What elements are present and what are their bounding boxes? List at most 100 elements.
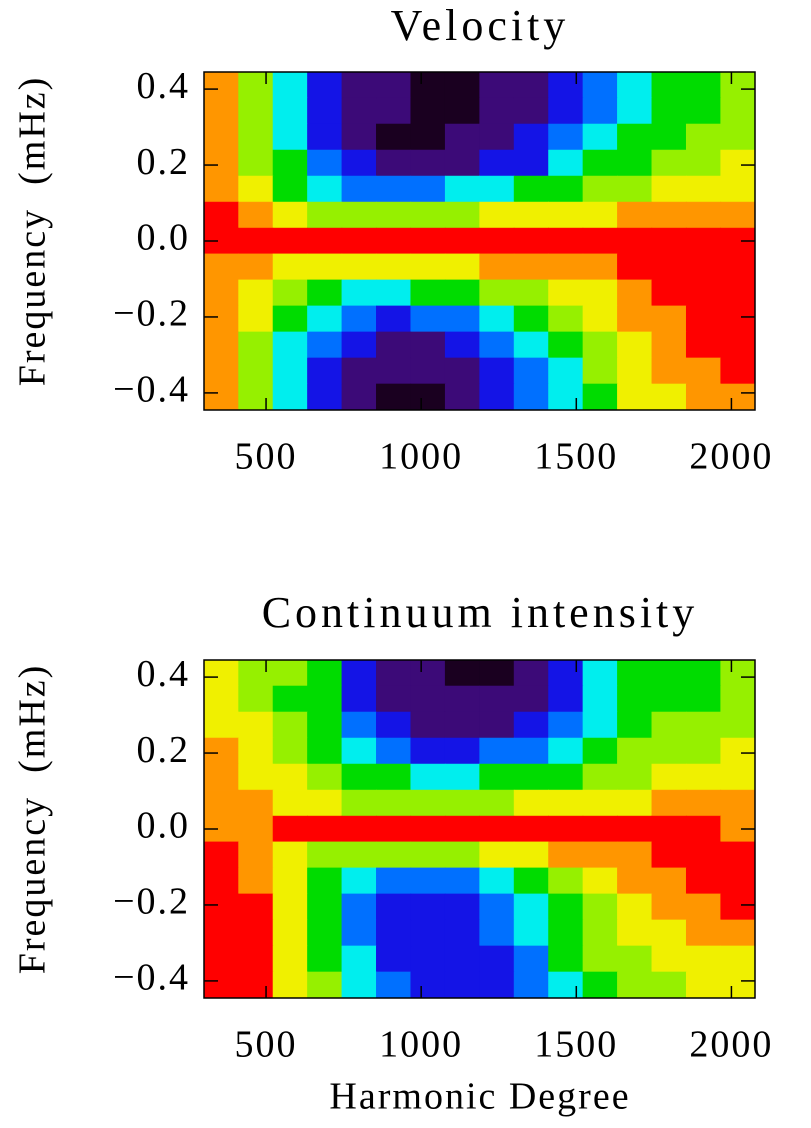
heatmap-cell (410, 331, 446, 359)
heatmap-cell (582, 841, 618, 869)
heatmap-cell (410, 971, 446, 999)
heatmap-cell (307, 253, 343, 281)
heatmap-cell (651, 201, 687, 229)
heatmap-cell (341, 227, 377, 255)
heatmap-cell (479, 867, 515, 895)
chart-title: Continuum intensity (262, 588, 699, 637)
heatmap-cell (272, 971, 308, 999)
heatmap-cell (444, 789, 480, 817)
heatmap-cell (582, 331, 618, 359)
heatmap-cell (272, 659, 308, 687)
heatmap-cell (272, 945, 308, 973)
heatmap-cell (720, 175, 756, 203)
heatmap-cell (617, 227, 653, 255)
heatmap-cell (582, 357, 618, 385)
heatmap-cell (582, 227, 618, 255)
heatmap-cell (376, 175, 412, 203)
heatmap-cell (272, 97, 308, 125)
heatmap-cell (238, 737, 274, 765)
heatmap-cell (651, 971, 687, 999)
heatmap-cell (272, 919, 308, 947)
heatmap-cell (376, 253, 412, 281)
heatmap-cell (376, 357, 412, 385)
heatmap-cell (617, 97, 653, 125)
heatmap-cell (376, 279, 412, 307)
heatmap-cell (617, 383, 653, 411)
heatmap-cell (582, 383, 618, 411)
heatmap-cell (513, 97, 549, 125)
heatmap-cell (651, 945, 687, 973)
heatmap-cell (376, 685, 412, 713)
heatmap-cell (238, 279, 274, 307)
heatmap-cell (238, 253, 274, 281)
heatmap-cell (651, 685, 687, 713)
heatmap-cell (410, 867, 446, 895)
heatmap-cell (479, 945, 515, 973)
heatmap-cell (651, 737, 687, 765)
heatmap-cell (203, 253, 239, 281)
heatmap-cell (720, 383, 756, 411)
heatmap-cell (513, 919, 549, 947)
heatmap-cell (307, 685, 343, 713)
heatmap-cell (203, 685, 239, 713)
heatmap-cell (479, 841, 515, 869)
heatmap-cell (376, 71, 412, 99)
heatmap-cell (582, 253, 618, 281)
heatmap-cell (582, 175, 618, 203)
heatmap-cell (307, 149, 343, 177)
heatmap-cell (513, 279, 549, 307)
heatmap-cell (203, 919, 239, 947)
heatmap-cell (307, 737, 343, 765)
y-tick-label: −0.2 (113, 293, 190, 335)
heatmap-cell (617, 945, 653, 973)
heatmap-cell (307, 227, 343, 255)
heatmap-cell (410, 253, 446, 281)
heatmap-cell (307, 659, 343, 687)
heatmap-cell (651, 279, 687, 307)
heatmap-cell (548, 711, 584, 739)
heatmap-cell (651, 123, 687, 151)
heatmap-cell (479, 279, 515, 307)
heatmap-cell (617, 763, 653, 791)
heatmap-cell (617, 711, 653, 739)
heatmap-cell (410, 893, 446, 921)
heatmap-cell (617, 685, 653, 713)
heatmap-cell (479, 737, 515, 765)
heatmap-cell (513, 763, 549, 791)
heatmap-cell (307, 919, 343, 947)
heatmap-cell (513, 123, 549, 151)
heatmap-cell (513, 711, 549, 739)
heatmap-cell (651, 841, 687, 869)
heatmap-cell (479, 149, 515, 177)
heatmap-cell (685, 945, 722, 973)
heatmap-cell (720, 893, 756, 921)
heatmap-cell (376, 893, 412, 921)
heatmap-cell (272, 175, 308, 203)
heatmap-cell (341, 279, 377, 307)
heatmap-cell (410, 711, 446, 739)
heatmap-cell (376, 659, 412, 687)
heatmap-cell (479, 253, 515, 281)
heatmap-cell (203, 383, 239, 411)
heatmap-cell (513, 305, 549, 333)
heatmap-cell (513, 71, 549, 99)
heatmap-cell (444, 279, 480, 307)
heatmap-cell (479, 685, 515, 713)
heatmap-cell (617, 789, 653, 817)
heatmap-cell (444, 71, 480, 99)
heatmap-cell (479, 357, 515, 385)
heatmap-cell (341, 175, 377, 203)
heatmap-cell (376, 305, 412, 333)
heatmap-cell (341, 789, 377, 817)
heatmap-cell (582, 685, 618, 713)
heatmap-cell (376, 123, 412, 151)
heatmap-cell (272, 815, 308, 843)
heatmap-cell (307, 841, 343, 869)
heatmap-cell (203, 201, 239, 229)
heatmap-cell (410, 815, 446, 843)
heatmap-cell (410, 97, 446, 125)
heatmap-cell (548, 945, 584, 973)
heatmap-cell (720, 279, 756, 307)
x-tick-label: 2000 (689, 436, 773, 478)
heatmap-cell (479, 123, 515, 151)
